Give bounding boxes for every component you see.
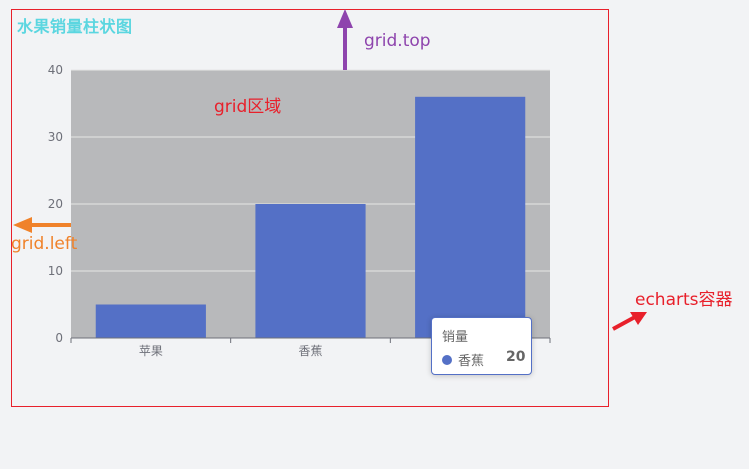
annotation-arrows xyxy=(13,9,647,331)
y-tick-label: 30 xyxy=(48,130,63,144)
grid-top-arrow-head xyxy=(337,9,353,28)
tooltip-series-name: 销量 xyxy=(442,330,469,345)
y-tick-label: 10 xyxy=(48,264,63,278)
grid-top-annotation: grid.top xyxy=(364,31,431,51)
chart-title: 水果销量柱状图 xyxy=(17,17,133,36)
container-arrow-shaft xyxy=(612,315,636,331)
tooltip-category: 香蕉 xyxy=(458,354,485,369)
bar xyxy=(415,96,526,338)
bar xyxy=(95,304,206,338)
echarts-container xyxy=(11,9,609,407)
bars xyxy=(95,96,526,338)
x-tick-label: 苹果 xyxy=(139,344,163,358)
y-tick-label: 20 xyxy=(48,197,63,211)
grid-left-arrow-head xyxy=(13,217,32,233)
bar xyxy=(255,204,366,338)
y-tick-label: 0 xyxy=(55,331,63,345)
tooltip-marker xyxy=(442,355,452,365)
container-annotation: echarts容器 xyxy=(635,290,733,310)
grid-area-annotation: grid区域 xyxy=(214,97,282,117)
chart-tooltip: 销量 香蕉 20 xyxy=(431,317,532,375)
tooltip-value: 20 xyxy=(506,349,526,365)
container-arrow-head xyxy=(630,312,647,325)
y-tick-label: 40 xyxy=(48,63,63,77)
x-tick-label: 香蕉 xyxy=(298,344,322,358)
grid-left-annotation: grid.left xyxy=(11,234,78,254)
